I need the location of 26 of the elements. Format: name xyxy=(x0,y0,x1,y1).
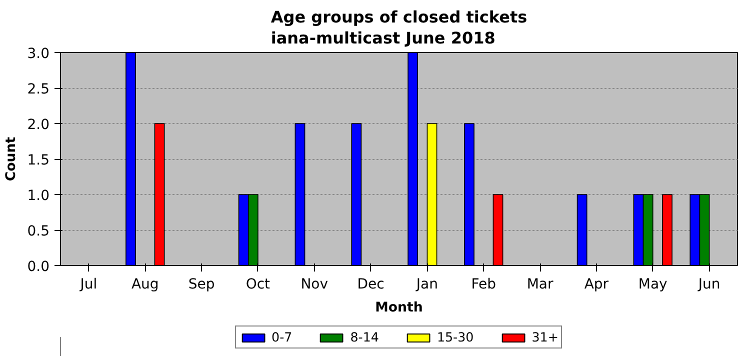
x-tick-label: Jun xyxy=(697,276,720,292)
x-tick-label: Apr xyxy=(584,276,609,292)
x-tick-label: Oct xyxy=(246,276,271,292)
legend-label: 31+ xyxy=(532,330,558,344)
y-tick-label: 1.0 xyxy=(27,188,50,204)
y-tick-label: 2.0 xyxy=(27,117,50,133)
y-tick-label: 3.0 xyxy=(27,46,50,62)
chart-title: Age groups of closed tickets iana-multicast June 2018 xyxy=(270,8,528,48)
x-tick-label: Jul xyxy=(79,276,98,292)
x-tick-label: Sep xyxy=(188,276,215,292)
legend-label: 15-30 xyxy=(436,330,474,344)
x-tick-label: Nov xyxy=(300,276,328,292)
x-tick-label: Jan xyxy=(415,276,438,292)
x-axis-title: Month xyxy=(375,300,423,316)
y-tick-label: 0.0 xyxy=(27,259,50,275)
x-tick-label: Aug xyxy=(131,276,159,292)
x-tick-label: May xyxy=(638,276,668,292)
y-tick-label: 2.5 xyxy=(27,82,50,98)
y-axis-title: Count xyxy=(4,136,20,182)
y-tick-label: 1.5 xyxy=(27,152,50,168)
x-tick-label: Feb xyxy=(471,276,496,292)
x-tick-label: Mar xyxy=(526,276,554,292)
y-tick-label: 0.5 xyxy=(27,224,50,240)
legend-label: 0-7 xyxy=(272,330,292,344)
legend-label: 8-14 xyxy=(350,330,379,344)
x-tick-label: Dec xyxy=(357,276,384,292)
